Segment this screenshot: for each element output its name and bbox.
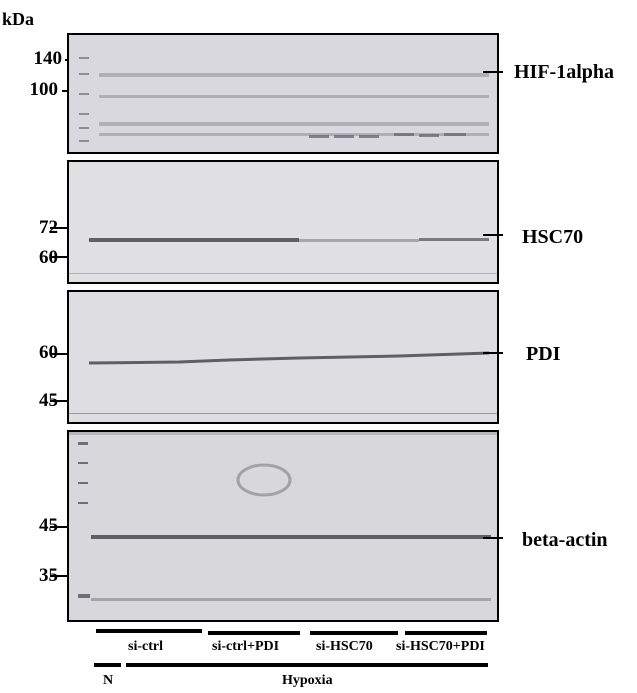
- blot-panel-pdi: [67, 290, 499, 424]
- marker-tick: [50, 575, 67, 577]
- protein-label-hif1alpha: HIF-1alpha: [514, 61, 615, 83]
- blot-panel-hif1alpha: [67, 33, 499, 154]
- group-bar-si-hsc70-pdi: [405, 631, 487, 635]
- marker-label: 60: [39, 342, 58, 363]
- marker-label: 72: [39, 217, 58, 238]
- band-connector: [483, 352, 503, 354]
- marker-label: 60: [39, 247, 58, 268]
- condition-bar-hypoxia: [126, 663, 488, 667]
- marker-label: 45: [39, 515, 58, 536]
- group-bar-si-ctrl-pdi: [208, 631, 300, 635]
- blot-panel-hsc70: [67, 160, 499, 284]
- marker-label: 100: [29, 79, 59, 100]
- marker-label: 35: [39, 565, 58, 586]
- group-bar-si-hsc70: [310, 631, 398, 635]
- marker-tick: [50, 526, 67, 528]
- blot-panel-beta-actin: [67, 430, 499, 622]
- marker-tick: [50, 353, 67, 355]
- band-connector: [483, 537, 503, 539]
- group-label-si-hsc70-pdi: si-HSC70+PDI: [396, 639, 485, 654]
- condition-label-hypoxia: Hypoxia: [282, 673, 333, 688]
- marker-tick: [50, 256, 67, 258]
- marker-label: 140: [33, 48, 63, 69]
- protein-label-pdi: PDI: [526, 343, 561, 365]
- marker-label: 45: [39, 390, 58, 411]
- protein-label-beta-actin: beta-actin: [522, 529, 608, 551]
- marker-tick: [50, 227, 67, 229]
- protein-label-hsc70: HSC70: [522, 226, 584, 248]
- group-bar-si-ctrl: [96, 629, 202, 633]
- condition-bar-normoxia: [94, 663, 121, 667]
- unit-label: kDa: [2, 9, 35, 29]
- group-label-si-hsc70: si-HSC70: [316, 639, 373, 654]
- group-label-si-ctrl: si-ctrl: [128, 639, 163, 654]
- group-label-si-ctrl-pdi: si-ctrl+PDI: [212, 639, 280, 654]
- band-connector: [483, 71, 503, 73]
- condition-label-normoxia: N: [103, 673, 114, 688]
- band-connector: [483, 234, 503, 236]
- marker-tick: [50, 400, 67, 402]
